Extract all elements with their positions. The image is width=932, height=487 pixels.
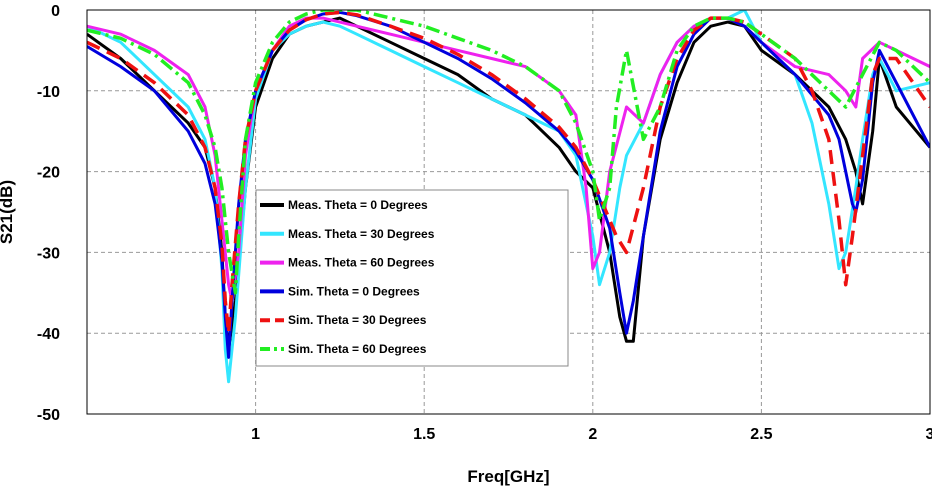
y-tick-label: -50 <box>37 407 60 424</box>
y-tick-label: -30 <box>37 245 60 262</box>
legend: Meas. Theta = 0 Degrees Meas. Theta = 30 … <box>255 189 569 367</box>
legend-box <box>255 189 569 367</box>
x-axis-ticks: 1 1.5 2 2.5 3 <box>251 426 932 443</box>
x-axis-title: Freq[GHz] <box>467 467 549 486</box>
y-axis-ticks: 0 -10 -20 -30 -40 -50 <box>37 3 60 424</box>
y-tick-label: -10 <box>37 84 60 101</box>
x-tick-label: 3 <box>926 426 932 443</box>
series-line-5 <box>87 10 930 335</box>
series-line-6 <box>87 10 930 295</box>
y-tick-label: 0 <box>51 3 60 20</box>
legend-label: Meas. Theta = 30 Degrees <box>288 227 435 241</box>
legend-label: Sim. Theta = 30 Degrees <box>288 313 427 327</box>
y-tick-label: -40 <box>37 326 60 343</box>
x-tick-label: 1.5 <box>413 426 435 443</box>
legend-label: Meas. Theta = 60 Degrees <box>288 256 435 270</box>
x-tick-label: 2.5 <box>750 426 772 443</box>
plot-area-frame <box>86 9 931 415</box>
y-axis-title: S21(dB) <box>0 180 16 244</box>
series-line-4 <box>87 10 930 359</box>
y-tick-label: -20 <box>37 165 60 182</box>
legend-label: Meas. Theta = 0 Degrees <box>288 198 428 212</box>
x-tick-label: 2 <box>588 426 597 443</box>
x-tick-label: 1 <box>251 426 260 443</box>
series-line-2 <box>87 10 930 384</box>
legend-label: Sim. Theta = 0 Degrees <box>288 284 420 298</box>
series-lines <box>87 10 930 384</box>
legend-label: Sim. Theta = 60 Degrees <box>288 342 427 356</box>
